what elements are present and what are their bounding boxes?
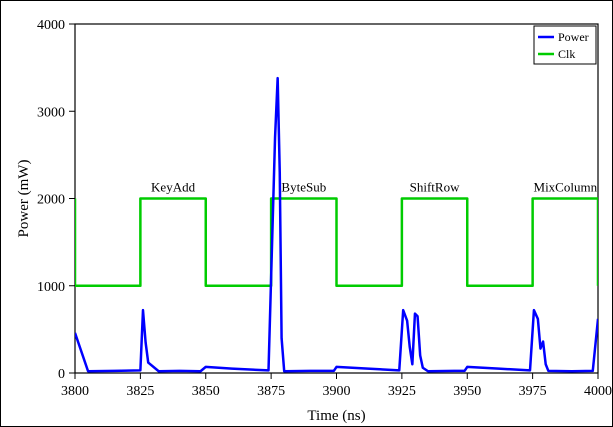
legend-label-power: Power bbox=[558, 30, 589, 44]
x-axis-title: Time (ns) bbox=[307, 408, 365, 424]
y-tick-label: 1000 bbox=[37, 280, 65, 295]
y-tick-label: 0 bbox=[58, 367, 65, 382]
x-tick-label: 3800 bbox=[61, 384, 89, 399]
x-tick-label: 3900 bbox=[323, 384, 351, 399]
annotation-label: MixColumn bbox=[534, 180, 598, 195]
y-tick-label: 2000 bbox=[37, 193, 65, 208]
series-line-power bbox=[75, 76, 598, 373]
legend-box bbox=[533, 25, 597, 65]
x-tick-label: 3875 bbox=[257, 384, 285, 399]
annotation-label: ByteSub bbox=[281, 180, 326, 195]
y-tick-label: 3000 bbox=[37, 105, 65, 120]
x-tick-label: 3850 bbox=[192, 384, 220, 399]
annotation-label: ShiftRow bbox=[410, 180, 460, 195]
x-tick-label: 3825 bbox=[126, 384, 154, 399]
x-tick-label: 4000 bbox=[584, 384, 612, 399]
y-axis-title: Power (mW) bbox=[16, 160, 32, 238]
y-tick-label: 4000 bbox=[37, 18, 65, 33]
x-tick-label: 3950 bbox=[453, 384, 481, 399]
series-line-clk bbox=[75, 197, 598, 287]
annotation-label: KeyAdd bbox=[151, 180, 196, 195]
x-tick-label: 3925 bbox=[388, 384, 416, 399]
legend-label-clk: Clk bbox=[558, 47, 575, 61]
x-tick-label: 3975 bbox=[519, 384, 547, 399]
